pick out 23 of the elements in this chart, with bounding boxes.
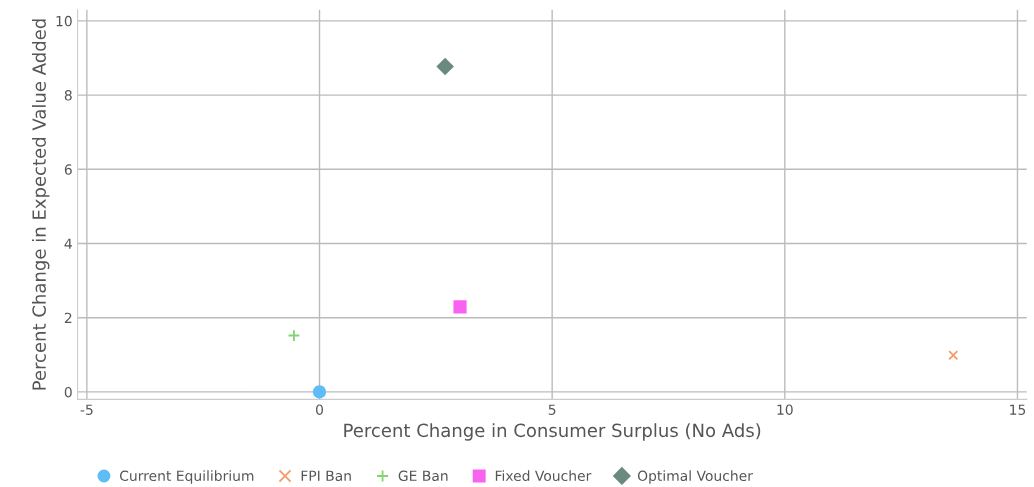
point — [312, 385, 327, 399]
point — [287, 329, 301, 342]
x-tick-label: 10 — [777, 404, 793, 415]
legend-label: FPI Ban — [301, 470, 351, 482]
legend-label: Optimal Voucher — [637, 470, 753, 484]
y-tick-label: 10 — [56, 15, 72, 27]
y-tick-label: 0 — [64, 386, 72, 398]
point — [436, 57, 454, 76]
y-tick-label: 4 — [64, 238, 72, 249]
point — [948, 350, 959, 361]
y-tick-label: 6 — [64, 164, 72, 175]
x-tick-label: 15 — [1010, 404, 1026, 415]
point — [453, 300, 467, 314]
x-axis-title: Percent Change in Consumer Surplus (No Ads) — [344, 423, 761, 441]
x-tick-label: 0 — [316, 404, 323, 415]
legend-label: Fixed Voucher — [495, 470, 592, 482]
y-tick-label: 8 — [64, 90, 72, 101]
legend-label: GE Ban — [398, 470, 448, 482]
x-tick-label: 5 — [548, 404, 556, 415]
legend-label: Current Equilibrium — [120, 470, 254, 484]
y-tick-label: 2 — [64, 312, 72, 323]
y-axis-title: Percent Change in Expected Value Added — [31, 19, 50, 390]
x-tick-label: -5 — [80, 404, 93, 415]
